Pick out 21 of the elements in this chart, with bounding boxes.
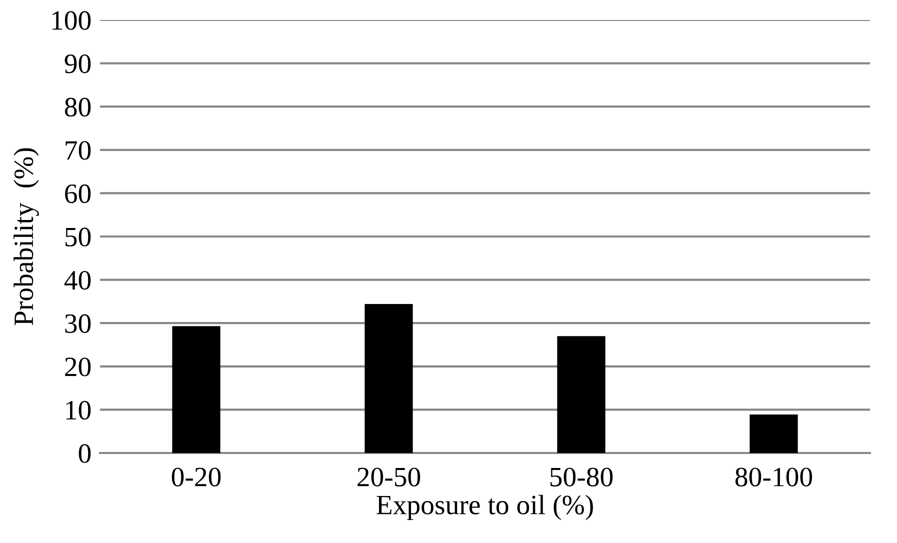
y-tick-label: 20 xyxy=(65,358,91,376)
bar xyxy=(750,414,798,453)
x-tick-label: 20-50 xyxy=(358,468,420,486)
y-tick-label: 100 xyxy=(52,11,91,30)
y-tick-label: 30 xyxy=(65,314,91,334)
x-axis-title: Exposure to oil (%) xyxy=(376,494,593,520)
bar xyxy=(364,304,413,453)
y-tick-label: 60 xyxy=(65,184,91,204)
y-tick-label: 0 xyxy=(78,444,91,463)
y-tick-label: 10 xyxy=(66,400,91,420)
y-tick-label: 80 xyxy=(64,98,91,117)
y-axis-title: Probability (%) xyxy=(14,148,39,326)
y-tick-label: 90 xyxy=(64,54,91,74)
y-tick-label: 50 xyxy=(66,228,91,246)
x-tick-label: 80-100 xyxy=(735,468,812,486)
bar xyxy=(172,326,220,453)
y-tick-label: 70 xyxy=(66,141,91,160)
bar xyxy=(557,336,606,453)
x-tick-label: 50-80 xyxy=(550,468,613,486)
x-tick-label: 0-20 xyxy=(172,468,221,486)
y-tick-label: 40 xyxy=(64,270,91,290)
